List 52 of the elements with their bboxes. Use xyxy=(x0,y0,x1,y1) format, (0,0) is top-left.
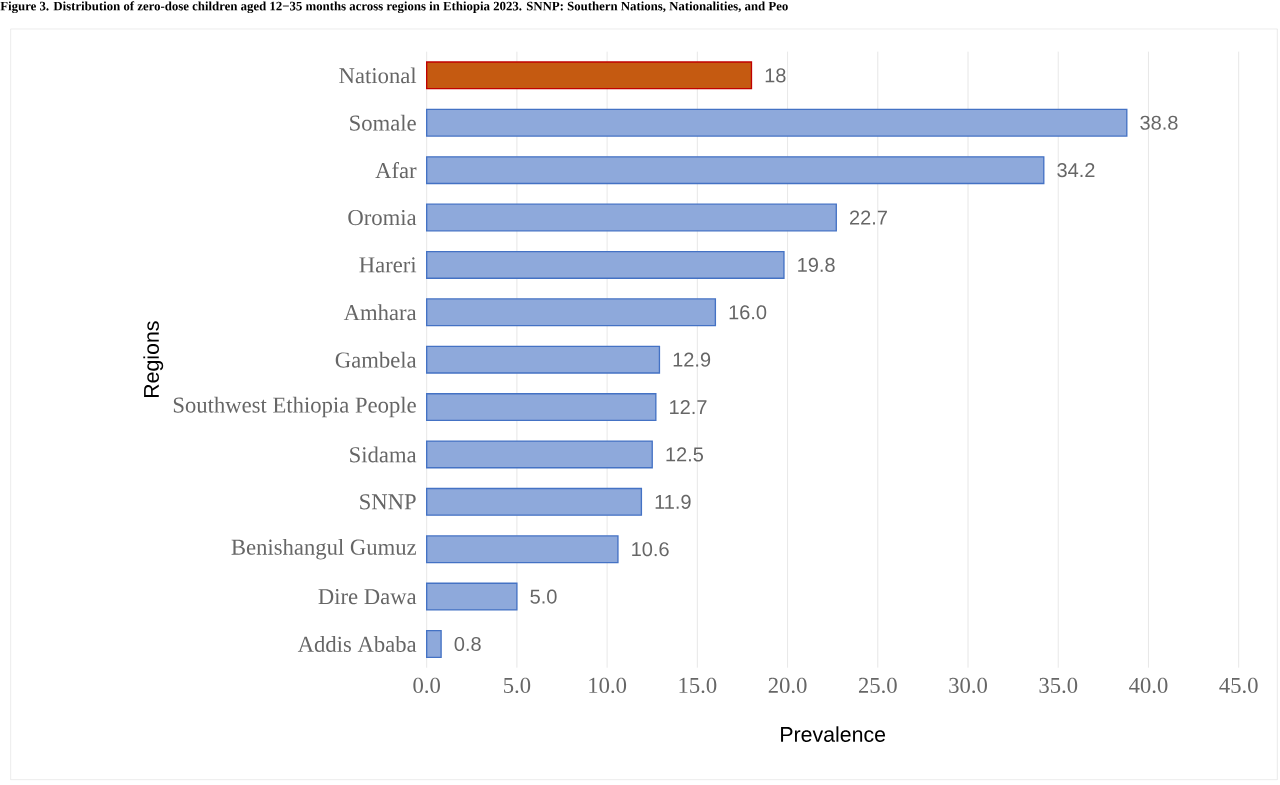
bar xyxy=(426,487,643,516)
y-tick-label: Southwest Ethiopia People xyxy=(173,396,416,418)
bar xyxy=(426,203,837,232)
chart-title: Figure 3. Distribution of zero-dose children aged 12−35 months across regions in Ethiopia 2023. SNNP: Southern Nations, Nationalities, and Peo xyxy=(0,1,788,14)
y-tick-label: Oromia xyxy=(348,209,417,226)
data-label: 12.7 xyxy=(670,400,707,415)
data-label: 38.8 xyxy=(1140,115,1178,130)
data-label: 12.5 xyxy=(666,447,704,462)
bar xyxy=(426,629,442,658)
y-tick-label: Dire Dawa xyxy=(318,588,417,605)
bar xyxy=(426,440,653,469)
bar xyxy=(426,582,518,611)
y-tick-label: Addis Ababa xyxy=(297,636,417,652)
x-tick-label: 40.0 xyxy=(1129,677,1168,694)
y-tick-label: Benishangul Gumuz xyxy=(231,538,417,560)
y-tick-label: Sidama xyxy=(350,446,417,463)
bar xyxy=(426,535,619,564)
bar xyxy=(426,250,785,279)
data-label: 11.9 xyxy=(655,494,691,509)
x-tick-label: 5.0 xyxy=(504,677,531,694)
x-tick-label: 10.0 xyxy=(589,677,627,694)
data-label: 34.2 xyxy=(1057,163,1095,178)
y-tick-label: Hareri xyxy=(359,257,417,273)
x-tick-label: 0.0 xyxy=(413,677,440,694)
data-label: 18 xyxy=(765,68,786,83)
bar xyxy=(426,393,657,422)
x-tick-label: 45.0 xyxy=(1219,677,1258,694)
data-label: 12.9 xyxy=(673,352,711,367)
bar xyxy=(426,298,717,327)
bar xyxy=(426,156,1045,185)
y-tick-label: Somale xyxy=(350,114,416,131)
x-tick-label: 35.0 xyxy=(1039,677,1078,694)
data-label: 19.8 xyxy=(798,257,835,272)
y-tick-label: Afar xyxy=(375,162,417,179)
y-tick-label: Gambela xyxy=(335,351,417,368)
x-tick-label: 15.0 xyxy=(679,677,717,694)
x-tick-label: 30.0 xyxy=(949,677,987,694)
data-label: 0.8 xyxy=(454,636,481,652)
data-label: 22.7 xyxy=(850,210,887,225)
data-label: 5.0 xyxy=(530,589,557,604)
y-tick-label: Amhara xyxy=(343,304,417,321)
bar xyxy=(426,345,661,374)
x-axis-title: Prevalence xyxy=(781,726,886,742)
bar xyxy=(426,108,1128,137)
data-label: 16.0 xyxy=(729,305,767,320)
y-tick-label: National xyxy=(339,67,417,84)
x-tick-label: 20.0 xyxy=(768,677,807,694)
data-label: 10.6 xyxy=(632,542,669,557)
bar xyxy=(426,61,753,90)
x-tick-label: 25.0 xyxy=(858,677,897,694)
y-axis-title: Regions xyxy=(143,321,164,398)
y-tick-label: SNNP xyxy=(360,494,416,510)
